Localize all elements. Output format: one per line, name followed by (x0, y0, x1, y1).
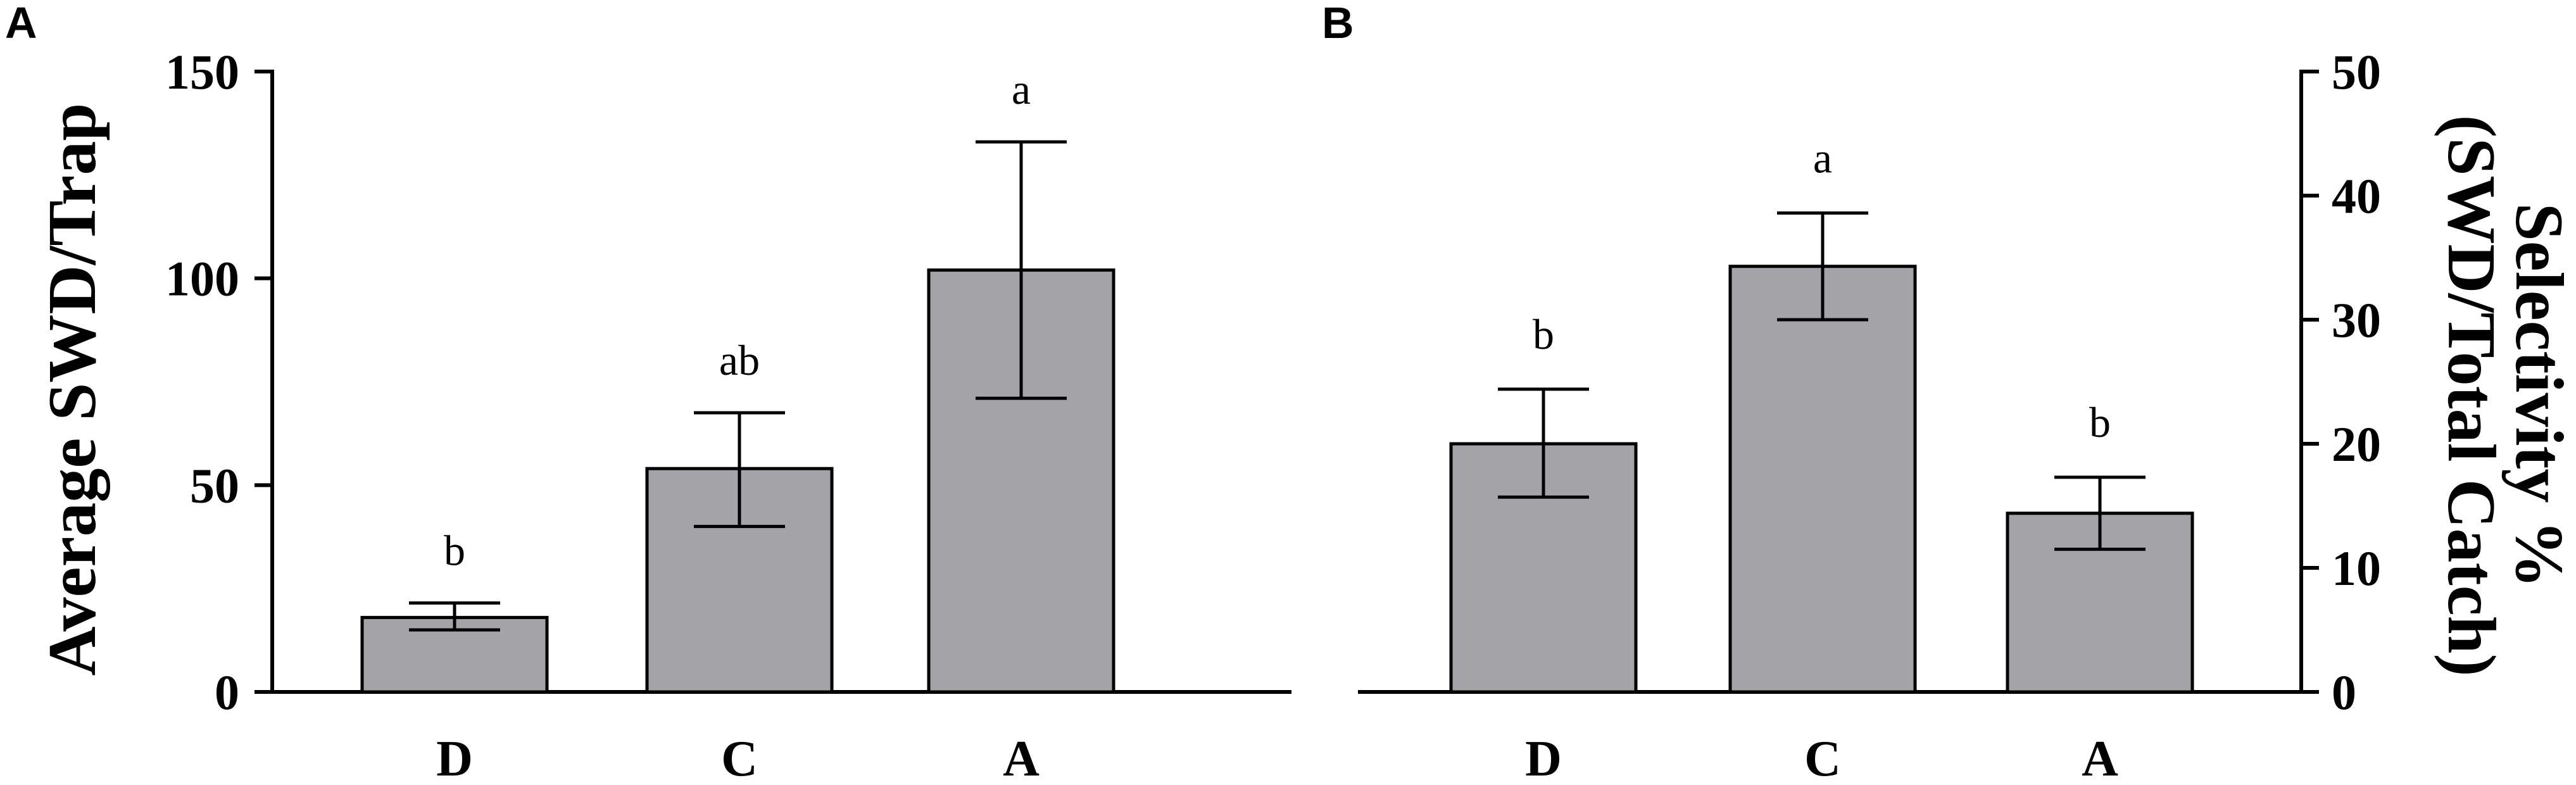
y-tick-label-b: 0 (2332, 665, 2356, 720)
significance-label-b: a (1813, 134, 1832, 182)
panel-letter-b: B (1322, 0, 1354, 47)
y-tick-label-a: 100 (165, 251, 239, 306)
y-tick-label-a: 150 (165, 44, 239, 99)
x-tick-label-a: A (1003, 731, 1040, 785)
y-tick-label-b: 40 (2332, 168, 2381, 223)
x-tick-label-a: C (721, 731, 758, 785)
significance-label-a: b (444, 527, 465, 575)
significance-label-b: b (1533, 310, 1554, 358)
significance-label-a: ab (719, 336, 760, 384)
y-tick-label-b: 50 (2332, 44, 2381, 99)
y-axis-title-b-line2: (SWD/Total Catch) (2434, 115, 2509, 676)
y-axis-title-a: Average SWD/Trap (35, 103, 110, 676)
plot-area-b: 0 10 20 30 40 50 b Da Cb A (1358, 44, 2381, 785)
plot-area-a: 0 50 100 150 b Dab Ca A (165, 44, 1291, 785)
bar-b-c (1728, 265, 1917, 694)
y-tick-label-b: 30 (2332, 292, 2381, 348)
chart-panel-b: B Selectivity % (SWD/Total Catch) 0 10 20 3… (1322, 0, 2576, 785)
x-tick-label-b: A (2082, 731, 2118, 785)
x-tick-label-b: D (1525, 731, 1562, 785)
y-axis-title-b-line1: Selectivity % (2501, 203, 2576, 589)
chart-panel-a: A Average SWD/Trap 0 50 100 150 b Dab Ca A (5, 0, 1291, 785)
x-tick-label-b: C (1804, 731, 1841, 785)
y-tick-label-a: 50 (190, 458, 239, 513)
y-tick-label-b: 20 (2332, 417, 2381, 472)
panel-letter-a: A (5, 0, 37, 47)
y-tick-label-a: 0 (215, 665, 239, 720)
y-tick-label-b: 10 (2332, 541, 2381, 596)
x-tick-label-a: D (436, 731, 473, 785)
significance-label-a: a (1012, 65, 1031, 113)
significance-label-b: b (2089, 398, 2111, 446)
